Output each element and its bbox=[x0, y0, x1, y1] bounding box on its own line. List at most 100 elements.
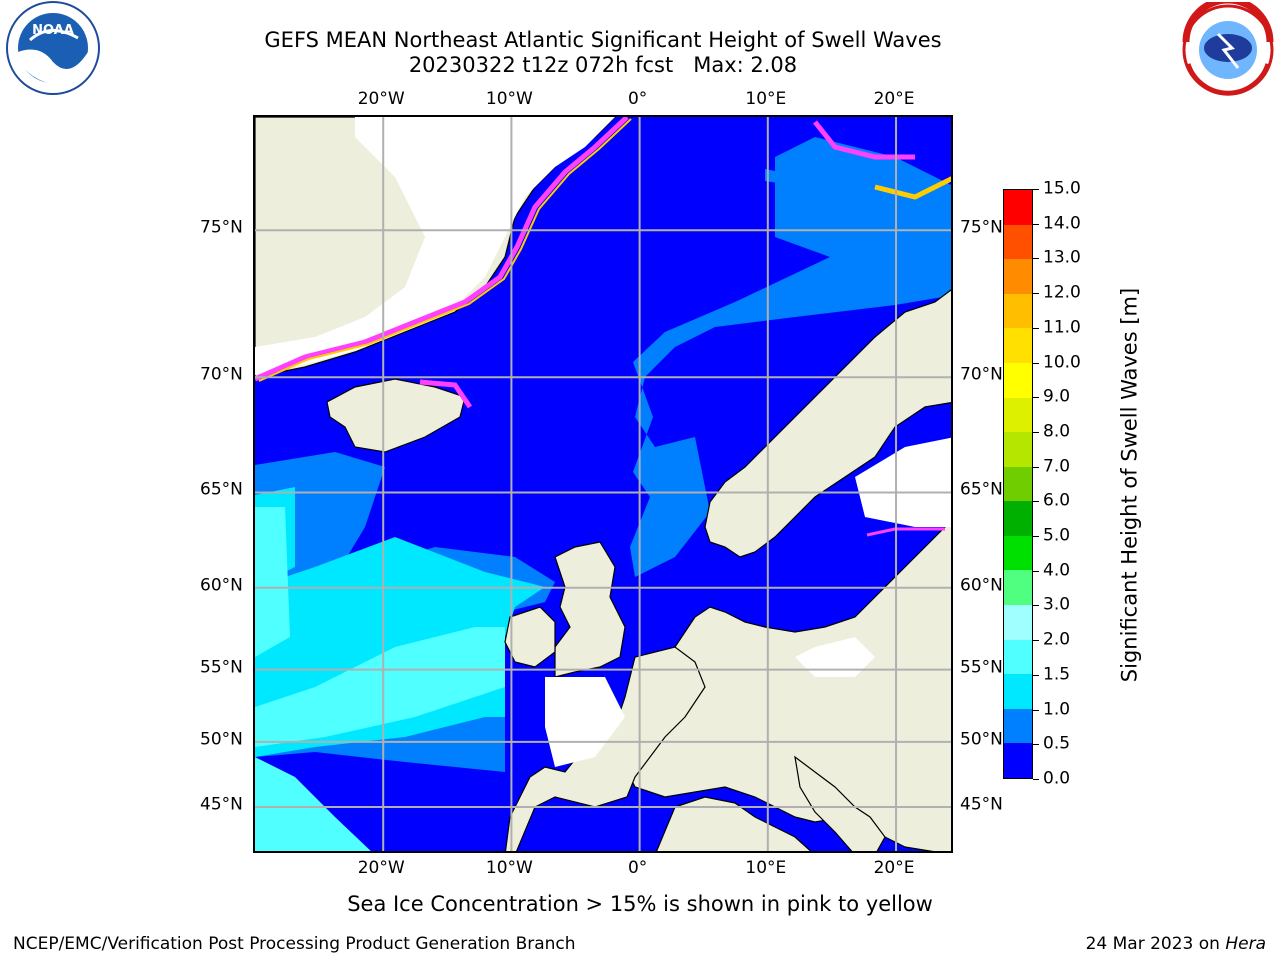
colorbar-tick-label: 9.0 bbox=[1043, 386, 1071, 407]
colorbar-tick-label: 14.0 bbox=[1043, 213, 1081, 234]
lat-tick-label: 55°N bbox=[960, 657, 1003, 678]
colorbar-segment bbox=[1004, 328, 1032, 363]
lon-tick-label: 10°W bbox=[485, 858, 533, 878]
lon-tick-label: 20°E bbox=[873, 858, 915, 878]
footer-credit: NCEP/EMC/Verification Post Processing Pr… bbox=[13, 934, 576, 954]
colorbar-tick-label: 8.0 bbox=[1043, 421, 1071, 442]
colorbar-segment bbox=[1004, 224, 1032, 260]
colorbar-tick-mark bbox=[1033, 293, 1039, 295]
colorbar-segment bbox=[1004, 190, 1032, 225]
colorbar-segment bbox=[1004, 535, 1032, 571]
lat-tick-label: 70°N bbox=[200, 364, 243, 385]
footer-date: 24 Mar 2023 on Hera bbox=[1086, 934, 1266, 954]
colorbar-tick-mark bbox=[1033, 709, 1039, 711]
colorbar-tick-label: 2.0 bbox=[1043, 629, 1071, 650]
lat-tick-label: 45°N bbox=[960, 794, 1003, 815]
scandinavia bbox=[704, 289, 951, 558]
colorbar-segment bbox=[1004, 501, 1032, 536]
colorbar-tick-mark bbox=[1033, 605, 1039, 607]
colorbar-tick-label: 4.0 bbox=[1043, 560, 1071, 581]
colorbar-segment bbox=[1004, 570, 1032, 606]
lat-tick-label: 70°N bbox=[960, 364, 1003, 385]
colorbar-tick-label: 1.0 bbox=[1043, 699, 1071, 720]
lon-tick-label: 20°W bbox=[357, 858, 405, 878]
north-africa bbox=[656, 796, 812, 851]
colorbar-tick-mark bbox=[1033, 223, 1039, 225]
colorbar-tick-mark bbox=[1033, 258, 1039, 260]
colorbar-segment bbox=[1004, 708, 1032, 744]
colorbar-tick-mark bbox=[1033, 431, 1039, 433]
lon-tick-label: 10°W bbox=[485, 89, 533, 109]
colorbar-tick-label: 13.0 bbox=[1043, 247, 1081, 268]
noaa-logo: NOAA bbox=[0, 0, 106, 104]
colorbar-tick-label: 11.0 bbox=[1043, 317, 1081, 338]
lat-tick-label: 50°N bbox=[960, 729, 1003, 750]
lon-tick-label: 10°E bbox=[745, 858, 787, 878]
lat-tick-label: 45°N bbox=[200, 794, 243, 815]
lon-tick-label: 0° bbox=[627, 858, 648, 878]
iceland bbox=[326, 378, 466, 453]
colorbar-label: Significant Height of Swell Waves [m] bbox=[1117, 287, 1142, 683]
lat-tick-label: 65°N bbox=[960, 479, 1003, 500]
colorbar-tick-mark bbox=[1033, 327, 1039, 329]
lon-tick-label: 20°W bbox=[357, 89, 405, 109]
colorbar-tick-mark bbox=[1033, 397, 1039, 399]
colorbar-tick-label: 7.0 bbox=[1043, 456, 1071, 477]
colorbar-segment bbox=[1004, 743, 1032, 778]
colorbar-tick-mark bbox=[1033, 570, 1039, 572]
colorbar-tick-label: 6.0 bbox=[1043, 490, 1071, 511]
colorbar-tick-label: 15.0 bbox=[1043, 178, 1081, 199]
colorbar-tick-mark bbox=[1033, 744, 1039, 746]
lat-tick-label: 75°N bbox=[200, 217, 243, 238]
colorbar-tick-mark bbox=[1033, 501, 1039, 503]
lat-tick-label: 75°N bbox=[960, 217, 1003, 238]
ireland bbox=[504, 606, 556, 668]
noaa-logo-text: NOAA bbox=[32, 23, 74, 38]
lon-tick-label: 20°E bbox=[873, 89, 915, 109]
lon-tick-label: 10°E bbox=[745, 89, 787, 109]
colorbar-tick-mark bbox=[1033, 674, 1039, 676]
lat-tick-label: 60°N bbox=[200, 575, 243, 596]
colorbar-segment bbox=[1004, 639, 1032, 675]
footer-date-text: 24 Mar 2023 on bbox=[1085, 934, 1226, 954]
lat-tick-label: 65°N bbox=[200, 479, 243, 500]
colorbar-tick-label: 5.0 bbox=[1043, 525, 1071, 546]
colorbar-segment bbox=[1004, 293, 1032, 329]
colorbar-tick-label: 10.0 bbox=[1043, 352, 1081, 373]
sea-ice-edge bbox=[255, 117, 951, 537]
map-svg bbox=[255, 117, 951, 851]
sea-ice-note: Sea Ice Concentration > 15% is shown in … bbox=[347, 892, 933, 916]
colorbar-segment bbox=[1004, 605, 1032, 640]
colorbar-tick-mark bbox=[1033, 640, 1039, 642]
colorbar-tick-label: 3.0 bbox=[1043, 594, 1071, 615]
graticule bbox=[255, 117, 951, 851]
colorbar bbox=[1003, 189, 1033, 779]
colorbar-segment bbox=[1004, 466, 1032, 502]
colorbar-tick-label: 0.5 bbox=[1043, 733, 1071, 754]
colorbar-tick-label: 1.5 bbox=[1043, 664, 1071, 685]
lat-tick-label: 50°N bbox=[200, 729, 243, 750]
footer-host: Hera bbox=[1225, 934, 1266, 954]
colorbar-segment bbox=[1004, 362, 1032, 398]
colorbar-segment bbox=[1004, 432, 1032, 467]
lat-tick-label: 55°N bbox=[200, 657, 243, 678]
chart-title: GEFS MEAN Northeast Atlantic Significant… bbox=[230, 28, 976, 78]
map-panel bbox=[253, 115, 953, 853]
colorbar-tick-label: 0.0 bbox=[1043, 768, 1071, 789]
colorbar-segment bbox=[1004, 674, 1032, 709]
colorbar-tick-label: 12.0 bbox=[1043, 282, 1081, 303]
swell-zone-1.5-2.0 bbox=[255, 507, 505, 851]
nws-logo bbox=[1176, 0, 1280, 102]
colorbar-tick-mark bbox=[1033, 189, 1039, 190]
colorbar-tick-mark bbox=[1033, 362, 1039, 364]
colorbar-segment bbox=[1004, 397, 1032, 433]
title-line-2: 20230322 t12z 072h fcst Max: 2.08 bbox=[408, 53, 798, 77]
lon-tick-label: 0° bbox=[627, 89, 648, 109]
great-britain bbox=[554, 541, 626, 678]
colorbar-segment bbox=[1004, 259, 1032, 294]
colorbar-tick-mark bbox=[1033, 779, 1039, 780]
colorbar-tick-mark bbox=[1033, 466, 1039, 468]
lat-tick-label: 60°N bbox=[960, 575, 1003, 596]
ice-no-data-mask bbox=[255, 117, 951, 767]
title-line-1: GEFS MEAN Northeast Atlantic Significant… bbox=[264, 28, 942, 52]
